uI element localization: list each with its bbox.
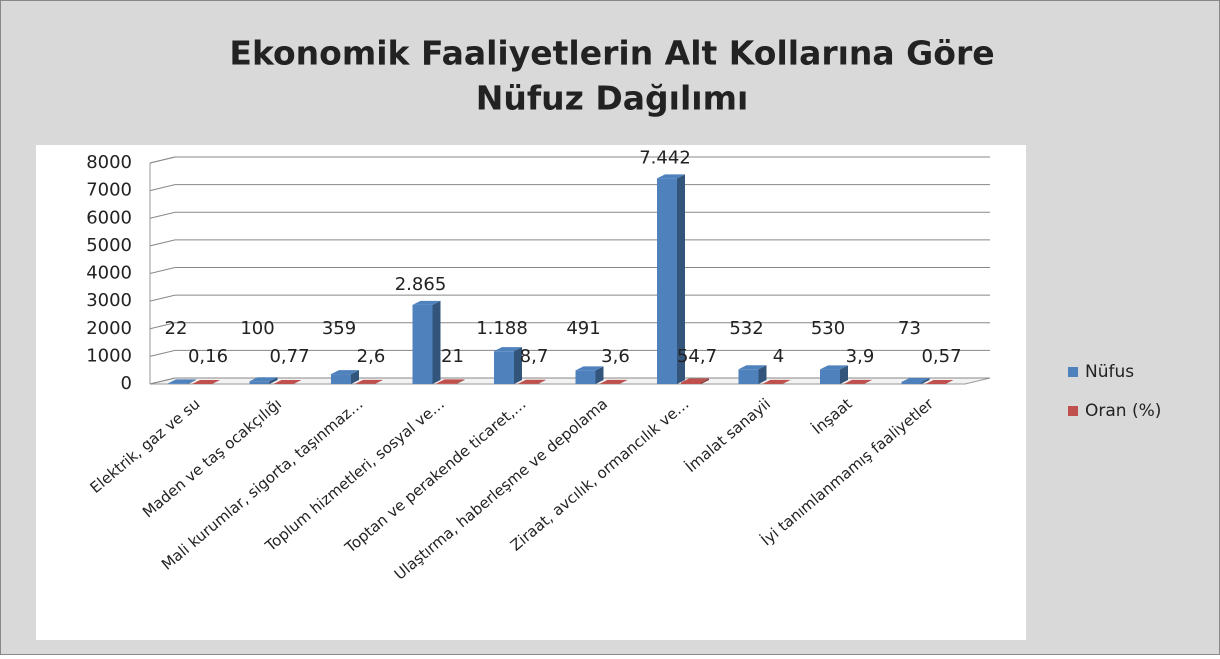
data-label: 491: [566, 318, 600, 339]
chart-title: Nüfuz Dağılımı: [476, 79, 749, 118]
data-label: 8,7: [520, 346, 549, 367]
chart-title: Ekonomik Faaliyetlerin Alt Kollarına Gör…: [229, 34, 994, 73]
y-tick-label: 3000: [86, 290, 132, 311]
bar-front: [820, 369, 840, 384]
bar-front: [494, 351, 514, 384]
data-label: 359: [322, 318, 356, 339]
y-tick-label: 7000: [86, 180, 132, 201]
data-label: 2,6: [357, 346, 386, 367]
data-label: 0,77: [269, 346, 309, 367]
data-label: 530: [811, 318, 845, 339]
y-tick-label: 1000: [86, 345, 132, 366]
bar-front: [331, 374, 351, 384]
data-label: 0,16: [188, 346, 228, 367]
data-label: 1.188: [476, 318, 528, 339]
data-label: 7.442: [639, 147, 691, 168]
data-label: 4: [773, 346, 784, 367]
plot-background: [36, 145, 1026, 640]
bar-front: [437, 383, 457, 384]
bar-front: [413, 305, 433, 384]
y-tick-label: 5000: [86, 235, 132, 256]
data-label: 100: [240, 318, 274, 339]
data-label: 2.865: [395, 274, 447, 295]
data-label: 21: [441, 346, 464, 367]
bar-front: [250, 381, 270, 384]
bar: [331, 370, 359, 384]
data-label: 3,9: [846, 346, 875, 367]
legend-label: Nüfus: [1085, 362, 1134, 382]
bar: [739, 365, 767, 384]
y-tick-label: 6000: [86, 207, 132, 228]
bar-front: [739, 369, 759, 384]
y-tick-label: 2000: [86, 318, 132, 339]
legend-label: Oran (%): [1085, 401, 1161, 421]
data-label: 73: [898, 318, 921, 339]
legend-swatch: [1068, 367, 1078, 377]
data-label: 532: [729, 318, 763, 339]
bar-front: [681, 382, 701, 384]
bar: [576, 366, 604, 384]
bar: [820, 365, 848, 384]
data-label: 0,57: [921, 346, 961, 367]
y-tick-label: 4000: [86, 263, 132, 284]
y-tick-label: 8000: [86, 152, 132, 173]
bar: [413, 301, 441, 384]
data-label: 3,6: [601, 346, 630, 367]
data-label: 54,7: [677, 346, 717, 367]
bar-front: [902, 382, 922, 384]
bar-front: [168, 383, 188, 384]
bar-front: [576, 370, 596, 384]
bar-front: [657, 178, 677, 384]
bar: [494, 347, 522, 384]
bar-side: [433, 301, 441, 384]
data-label: 22: [165, 318, 188, 339]
y-tick-label: 0: [121, 373, 132, 394]
legend-swatch: [1068, 406, 1078, 416]
